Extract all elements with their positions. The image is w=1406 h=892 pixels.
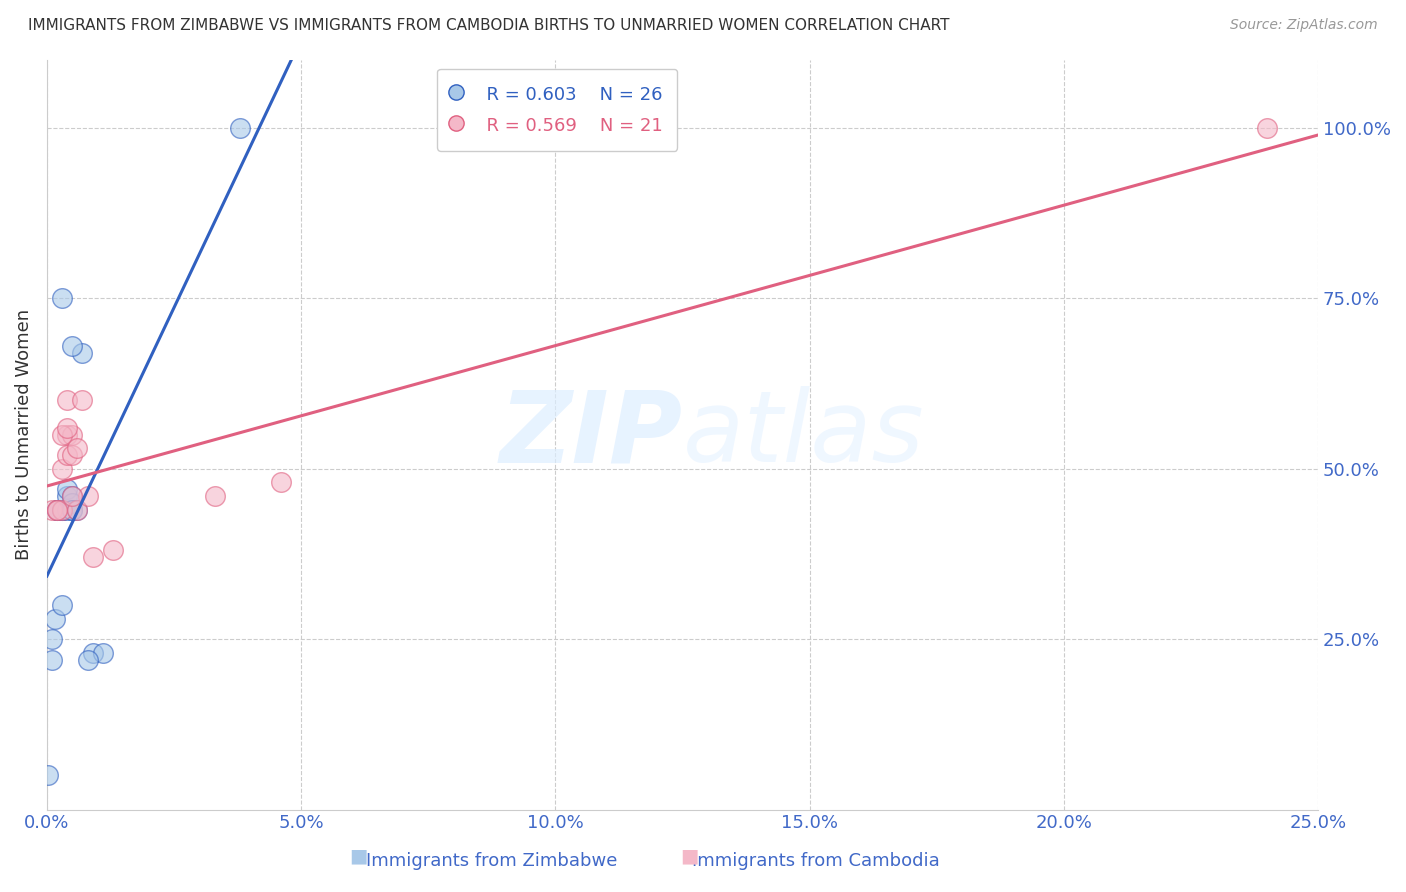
Point <box>51 291 73 305</box>
Point <box>51 502 73 516</box>
Y-axis label: Births to Unmarried Women: Births to Unmarried Women <box>15 309 32 560</box>
Legend:   R = 0.603    N = 26,   R = 0.569    N = 21: R = 0.603 N = 26, R = 0.569 N = 21 <box>437 69 678 151</box>
Point <box>56 502 79 516</box>
Point <box>66 502 89 516</box>
Text: atlas: atlas <box>682 386 924 483</box>
Text: IMMIGRANTS FROM ZIMBABWE VS IMMIGRANTS FROM CAMBODIA BIRTHS TO UNMARRIED WOMEN C: IMMIGRANTS FROM ZIMBABWE VS IMMIGRANTS F… <box>28 18 949 33</box>
Point <box>82 646 104 660</box>
Point <box>51 598 73 612</box>
Point <box>72 393 94 408</box>
Point <box>72 345 94 359</box>
Point <box>66 441 89 455</box>
Point <box>91 646 114 660</box>
Point <box>44 612 66 626</box>
Point <box>46 502 69 516</box>
Point <box>56 482 79 496</box>
Point <box>51 502 73 516</box>
Point <box>51 502 73 516</box>
Text: ■: ■ <box>679 847 699 865</box>
Point <box>60 489 83 503</box>
Point <box>76 652 98 666</box>
Point <box>46 502 69 516</box>
Point <box>60 502 83 516</box>
Point <box>56 448 79 462</box>
Point <box>60 339 83 353</box>
Text: Immigrants from Cambodia: Immigrants from Cambodia <box>692 852 939 870</box>
Text: ZIP: ZIP <box>499 386 682 483</box>
Point <box>56 393 79 408</box>
Point <box>60 427 83 442</box>
Point <box>60 489 83 503</box>
Point <box>204 489 226 503</box>
Text: Immigrants from Zimbabwe: Immigrants from Zimbabwe <box>367 852 617 870</box>
Point <box>51 461 73 475</box>
Point <box>56 421 79 435</box>
Point <box>51 502 73 516</box>
Text: Source: ZipAtlas.com: Source: ZipAtlas.com <box>1230 18 1378 32</box>
Point <box>60 502 83 516</box>
Point <box>82 550 104 565</box>
Point <box>46 502 69 516</box>
Point <box>229 120 252 135</box>
Point <box>37 768 59 782</box>
Point <box>60 496 83 510</box>
Text: ■: ■ <box>349 847 368 865</box>
Point <box>56 427 79 442</box>
Point <box>46 502 69 516</box>
Point <box>66 502 89 516</box>
Point <box>51 427 73 442</box>
Point <box>41 632 63 646</box>
Point <box>46 502 69 516</box>
Point <box>1256 120 1278 135</box>
Point <box>270 475 292 490</box>
Point <box>41 502 63 516</box>
Point <box>60 448 83 462</box>
Point <box>56 489 79 503</box>
Point <box>41 652 63 666</box>
Point <box>76 489 98 503</box>
Point <box>101 543 124 558</box>
